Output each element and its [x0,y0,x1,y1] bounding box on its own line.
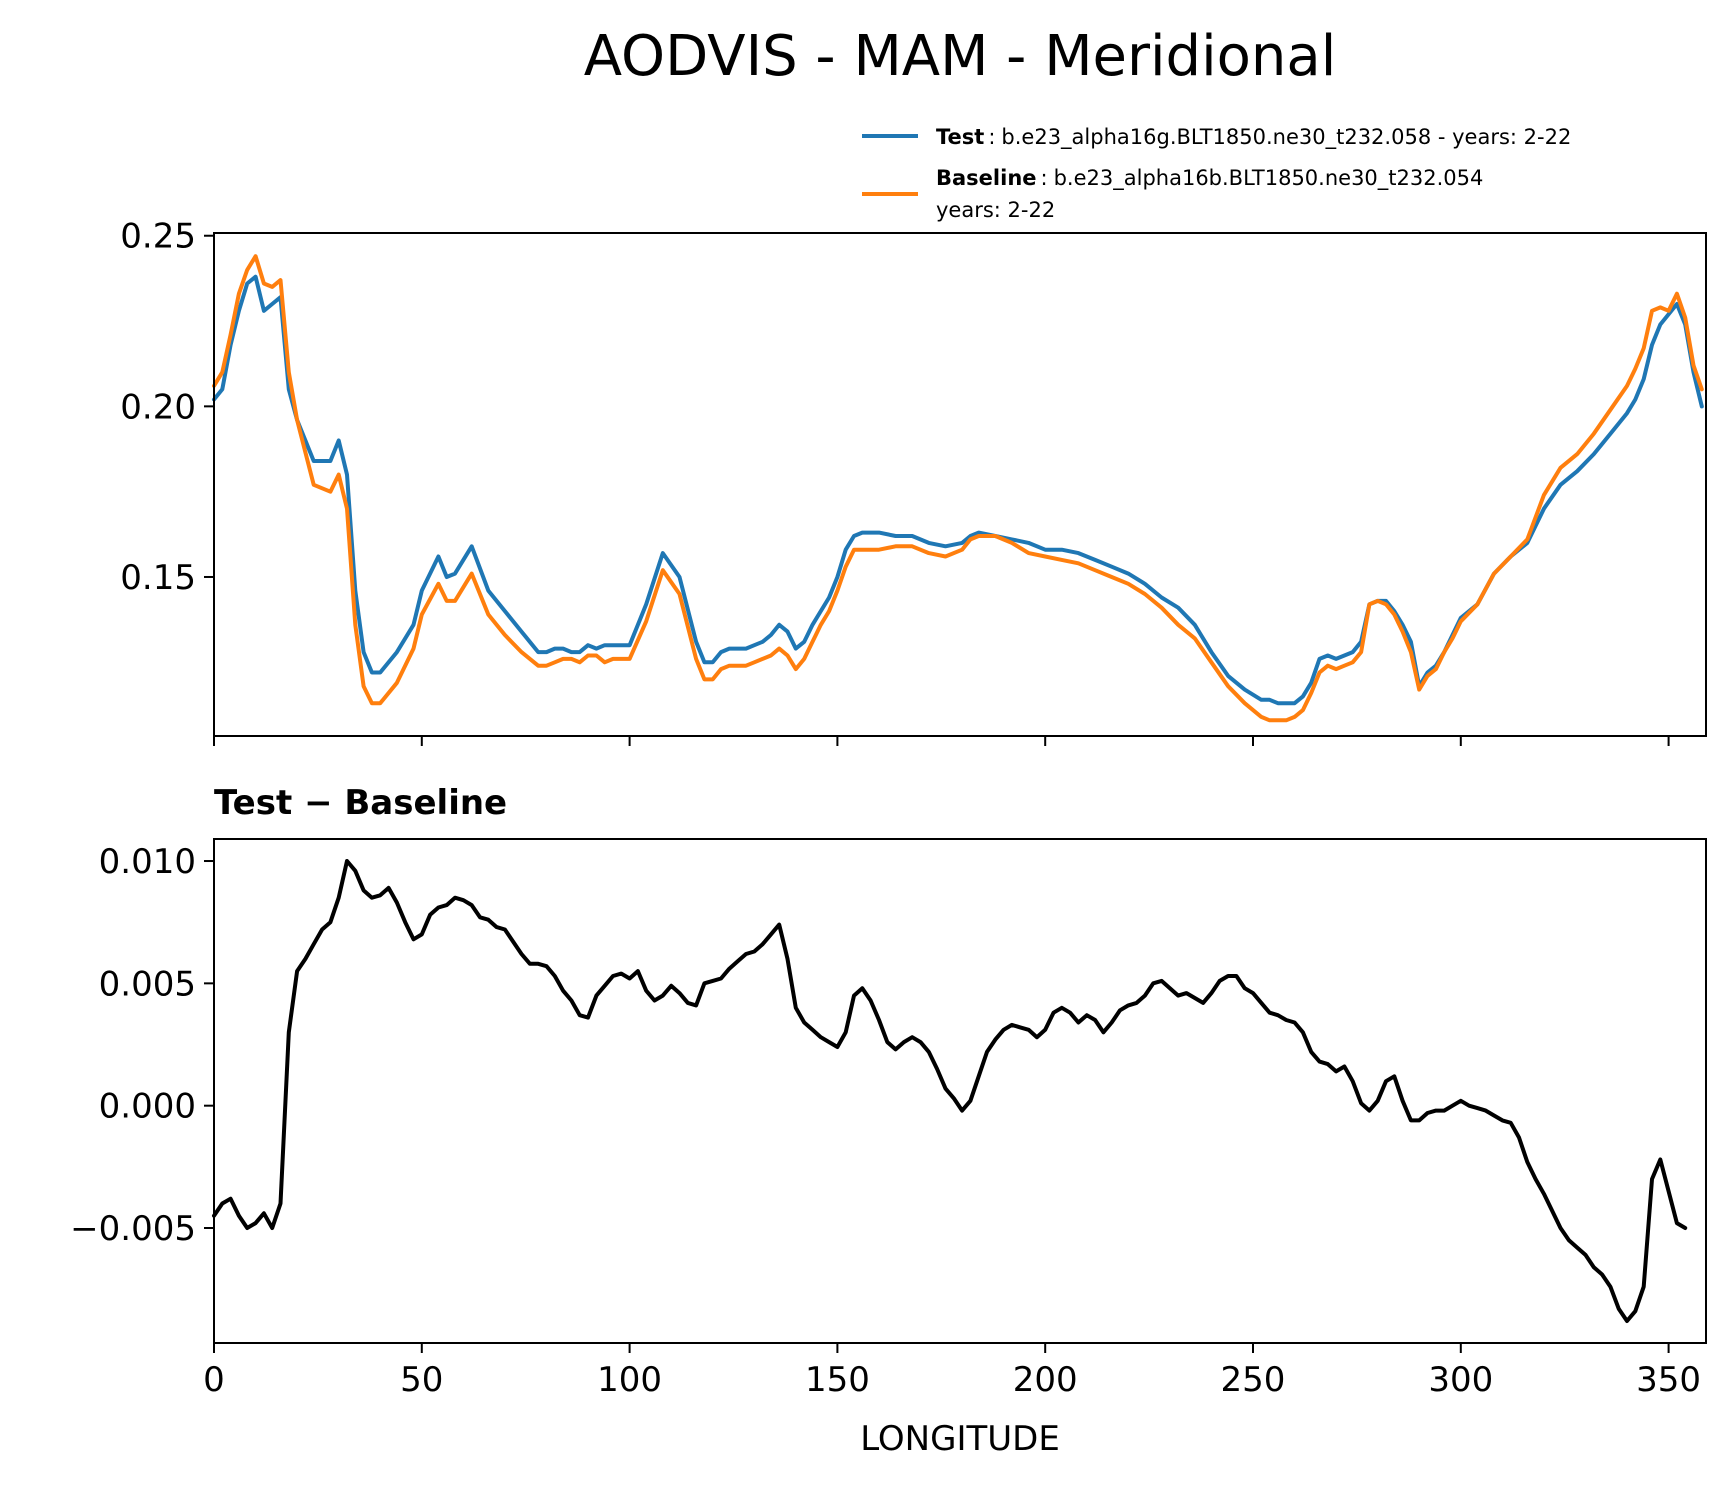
y-tick-label: 0.010 [99,842,196,882]
x-axis-label: LONGITUDE [860,1419,1060,1459]
bottom-plot-series [212,859,1688,1323]
series-line-test-baseline [212,859,1688,1323]
legend-label-baseline: Baseline: b.e23_alpha16b.BLT1850.ne30_t23… [936,166,1483,191]
top-plot-area: 0.15 0.20 0.25 [120,217,1707,746]
bottom-plot-area: 0 50 100 150 200 250 300 350 −0.005 0.000 0.005 0.0… [70,838,1707,1400]
legend-label-baseline-line2: years: 2-22 [936,198,1055,222]
x-tick-label: 300 [1428,1360,1493,1400]
y-tick-label: 0.005 [99,964,196,1004]
x-tick-label: 150 [805,1360,870,1400]
y-tick-label: 0.20 [120,387,196,427]
difference-subtitle: Test − Baseline [214,783,507,823]
legend-label-test: Test: b.e23_alpha16g.BLT1850.ne30_t232.05… [936,125,1571,150]
series-line-baseline [212,254,1704,723]
top-plot-frame [213,232,1707,737]
bottom-plot-ticks: 0 50 100 150 200 250 300 350 −0.005 0.000 0.005 0.0… [70,842,1701,1400]
x-tick-label: 350 [1636,1360,1701,1400]
y-tick-label: 0.000 [99,1087,196,1127]
x-tick-label: 200 [1013,1360,1078,1400]
x-tick-label: 250 [1221,1360,1286,1400]
x-tick-label: 100 [597,1360,662,1400]
y-tick-label: 0.15 [120,558,196,598]
top-plot-series [212,254,1704,723]
x-tick-label: 50 [400,1360,443,1400]
bottom-plot-frame [213,838,1707,1344]
series-line-test [212,274,1704,706]
chart-title: AODVIS - MAM - Meridional [584,24,1337,89]
y-tick-label: 0.25 [120,217,196,257]
x-tick-label: 0 [203,1360,225,1400]
legend: Test: b.e23_alpha16g.BLT1850.ne30_t232.05… [862,125,1571,222]
y-tick-label: −0.005 [70,1209,196,1249]
top-plot-ticks: 0.15 0.20 0.25 [120,217,1670,746]
